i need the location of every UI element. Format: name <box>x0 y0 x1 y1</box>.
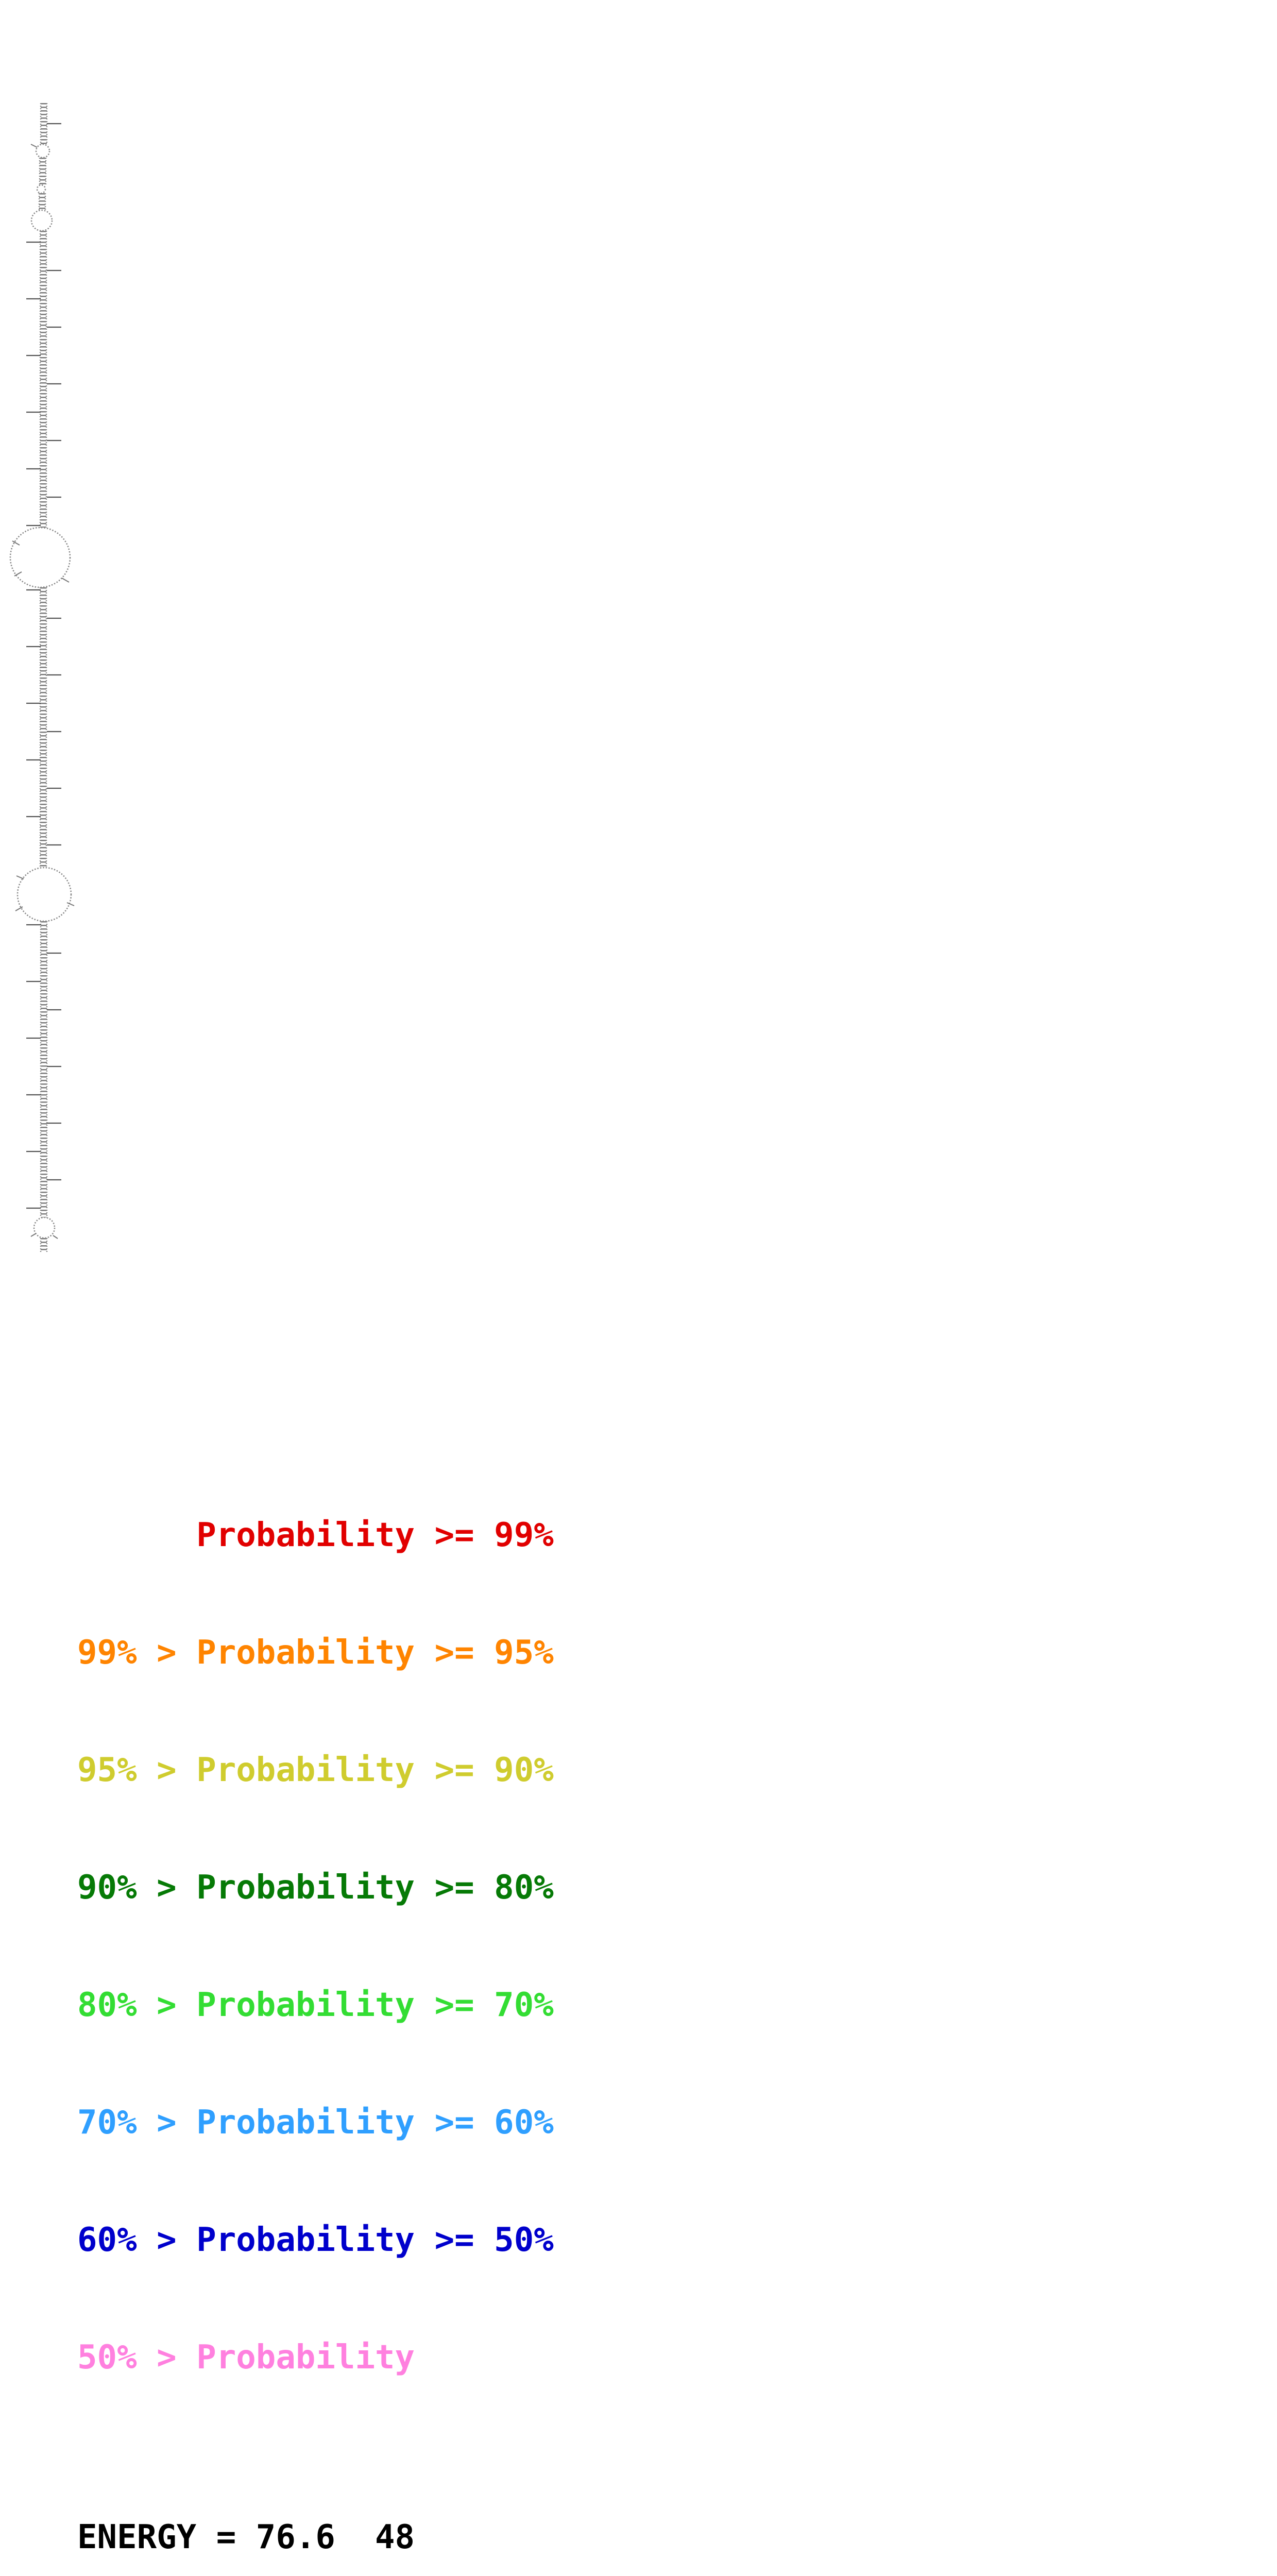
loop-circle <box>35 143 50 159</box>
legend-item: 90% > Probability >= 80% <box>77 1869 554 1907</box>
legend-item: 95% > Probability >= 90% <box>77 1751 554 1789</box>
legend-item: 70% > Probability >= 60% <box>77 2104 554 2142</box>
legend-item: Probability >= 99% <box>196 1516 554 1554</box>
number-ticks-right <box>47 123 61 1181</box>
legend-item: 80% > Probability >= 70% <box>77 1986 554 2024</box>
probability-legend: Probability >= 99% 99% > Probability >= … <box>77 1437 554 2576</box>
energy-label: ENERGY = 76.6 48 <box>77 2518 415 2556</box>
number-ticks-left <box>26 241 41 1209</box>
loop-circle <box>16 867 72 922</box>
loop-circle <box>9 527 71 588</box>
legend-item: 50% > Probability <box>77 2338 415 2377</box>
loop-circles <box>9 143 72 1239</box>
helix-rungs <box>39 103 47 1252</box>
loop-circle <box>33 1216 56 1239</box>
loop-circle <box>30 209 53 232</box>
loop-circle <box>36 184 46 194</box>
loop-stubs <box>12 144 75 1239</box>
rna-structure-plot <box>9 103 75 1252</box>
legend-item: 99% > Probability >= 95% <box>77 1634 554 1672</box>
legend-item: 60% > Probability >= 50% <box>77 2221 554 2259</box>
